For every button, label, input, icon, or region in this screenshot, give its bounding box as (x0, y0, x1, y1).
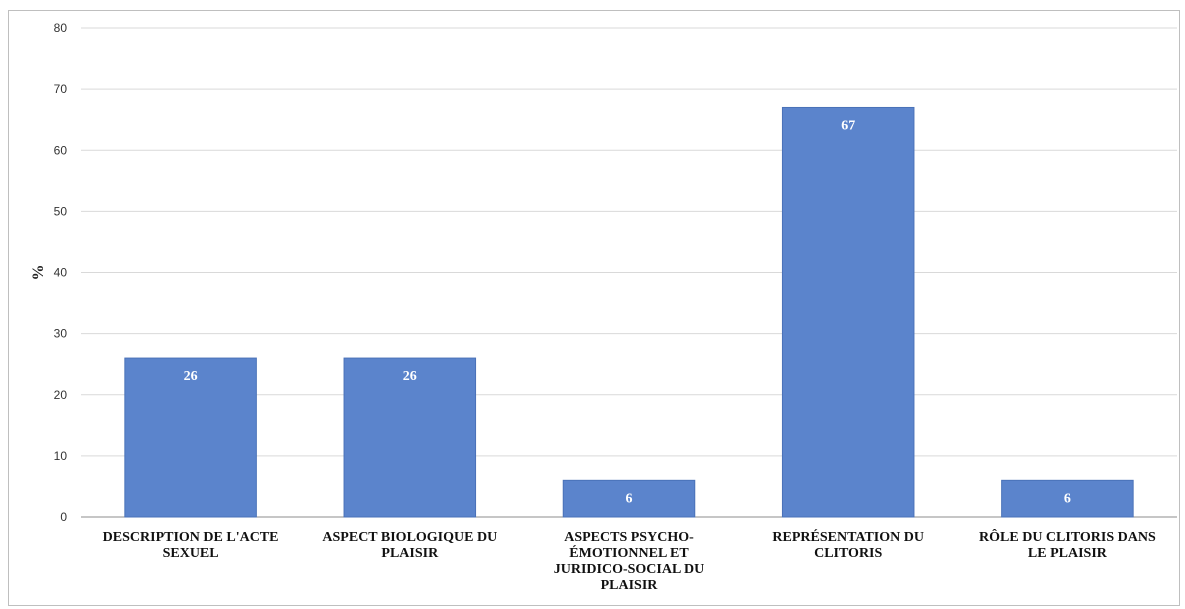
data-label: 6 (626, 491, 633, 506)
data-labels: 26 26 6 67 6 (184, 118, 1071, 506)
y-axis-ticks: 0 10 20 30 40 50 60 70 80 (54, 21, 68, 524)
category-label-line: ÉMOTIONNEL ET (569, 544, 689, 561)
y-tick-label: 0 (60, 510, 67, 524)
category-label-line: DESCRIPTION DE L'ACTE (103, 530, 279, 545)
data-label: 6 (1064, 491, 1071, 506)
category-label: DESCRIPTION DE L'ACTE SEXUEL (103, 530, 279, 561)
category-label-line: ASPECTS PSYCHO- (564, 530, 694, 545)
y-tick-label: 10 (54, 449, 68, 463)
y-tick-label: 30 (54, 327, 68, 341)
category-label-line: JURIDICO-SOCIAL DU (554, 562, 705, 577)
y-tick-label: 70 (54, 82, 68, 96)
category-label: ASPECTS PSYCHO-ÉMOTIONNEL ET JURIDICO-SOC… (554, 530, 705, 593)
bar (781, 106, 915, 518)
category-label: REPRÉSENTATION DU CLITORIS (772, 528, 924, 561)
bars (124, 106, 1134, 518)
y-tick-label: 50 (54, 204, 68, 218)
bar (343, 357, 477, 518)
category-label: ASPECT BIOLOGIQUE DU PLAISIR (322, 530, 497, 561)
data-label: 67 (841, 118, 855, 133)
category-label-line: PLAISIR (601, 578, 659, 593)
bar (124, 357, 257, 518)
category-labels: DESCRIPTION DE L'ACTE SEXUEL ASPECT BIOLOG… (103, 528, 1156, 593)
y-tick-label: 40 (54, 266, 68, 280)
y-tick-label: 80 (54, 21, 68, 35)
bar (562, 479, 696, 518)
data-label: 26 (184, 369, 198, 384)
category-label-line: RÔLE DU CLITORIS DANS (979, 528, 1156, 545)
category-label: RÔLE DU CLITORIS DANS LE PLAISIR (979, 528, 1156, 561)
bar (1001, 479, 1134, 518)
category-label-line: REPRÉSENTATION DU (772, 528, 924, 545)
bar-chart: 0 10 20 30 40 50 60 70 80 26 26 6 67 6 DESCRIPTION D… (30, 21, 1177, 593)
data-label: 26 (403, 369, 417, 384)
y-tick-label: 20 (54, 388, 68, 402)
category-label-line: SEXUEL (163, 546, 219, 561)
category-label-line: LE PLAISIR (1028, 546, 1108, 561)
gridlines (81, 27, 1177, 518)
y-tick-label: 60 (54, 143, 68, 157)
category-label-line: CLITORIS (814, 546, 882, 561)
category-label-line: PLAISIR (381, 546, 439, 561)
category-label-line: ASPECT BIOLOGIQUE DU (322, 530, 497, 545)
y-axis-title: % (30, 265, 47, 281)
chart-frame: 0 10 20 30 40 50 60 70 80 26 26 6 67 6 DESCRIPTION D… (8, 10, 1180, 606)
